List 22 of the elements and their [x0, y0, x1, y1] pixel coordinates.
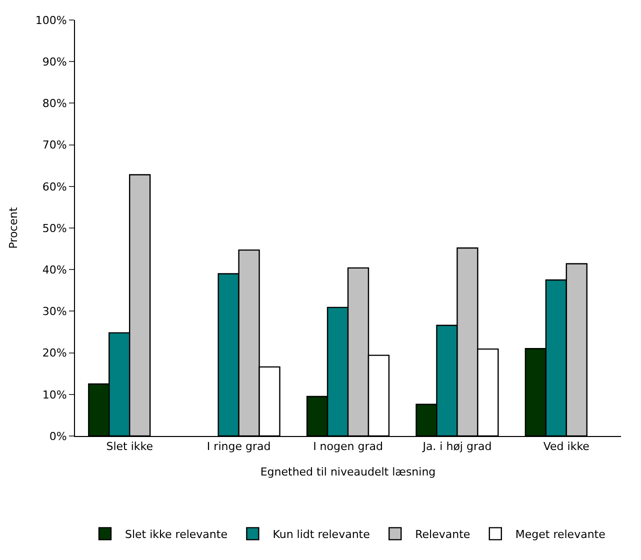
- y-tick-label: 50%: [42, 222, 67, 235]
- x-tick-label: Ved ikke: [543, 440, 590, 454]
- y-tick-label: 0%: [49, 430, 67, 443]
- y-axis-title: Procent: [6, 206, 20, 249]
- legend-label: Kun lidt relevante: [272, 528, 370, 541]
- x-tick-label: I nogen grad: [313, 440, 383, 454]
- legend-label: Meget relevante: [515, 528, 606, 541]
- y-tick-label: 20%: [42, 346, 67, 360]
- y-tick-label: 40%: [42, 263, 67, 276]
- legend-label: Relevante: [415, 528, 470, 541]
- y-tick-label: 100%: [35, 14, 67, 27]
- y-tick-label: 80%: [42, 97, 67, 110]
- y-tick-label: 70%: [42, 138, 67, 152]
- x-tick-label: I ringe grad: [206, 440, 271, 454]
- y-tick-label: 30%: [42, 305, 67, 318]
- y-tick-label: 10%: [42, 388, 67, 402]
- x-axis-title: Egnethed til niveaudelt læsning: [260, 465, 436, 478]
- y-tick-label: 60%: [42, 180, 67, 194]
- y-tick-label: 90%: [42, 55, 67, 68]
- x-tick-label: Ja. i høj grad: [422, 440, 492, 454]
- legend-label: Slet ikke relevante: [125, 528, 228, 541]
- x-tick-label: Slet ikke: [106, 440, 154, 454]
